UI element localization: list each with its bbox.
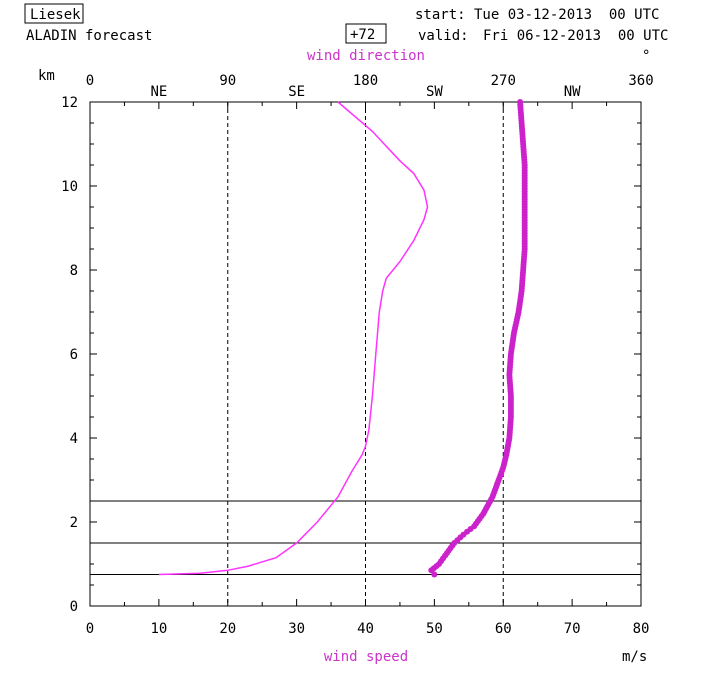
- y-tick-label: 6: [70, 347, 78, 363]
- x-tick-label: 70: [564, 621, 581, 637]
- compass-label-sw: SW: [426, 84, 443, 100]
- x-tick-label: 30: [288, 621, 305, 637]
- top-tick-label: 90: [219, 73, 236, 89]
- x-axis-speed: 0 10 20 30 40 50 60 70 80: [86, 599, 650, 637]
- compass-label-ne: NE: [150, 84, 167, 100]
- compass-label-nw: NW: [564, 84, 581, 100]
- y-axis-unit: km: [38, 68, 55, 84]
- direction-point: [517, 99, 524, 105]
- x-tick-label: 50: [426, 621, 443, 637]
- y-tick-label: 10: [61, 179, 78, 195]
- x-tick-label: 10: [150, 621, 167, 637]
- top-tick-label: 180: [353, 73, 378, 89]
- y-tick-label: 2: [70, 515, 78, 531]
- valid-value: Fri 06-12-2013 00 UTC: [483, 28, 668, 44]
- start-value: Tue 03-12-2013 00 UTC: [474, 7, 659, 23]
- direction-point: [431, 571, 438, 578]
- direction-series: [428, 99, 528, 578]
- y-axis: 0 2 4 6 8 10 12: [61, 95, 641, 615]
- compass-label-se: SE: [288, 84, 305, 100]
- x-tick-label: 20: [219, 621, 236, 637]
- top-tick-label: 360: [628, 73, 653, 89]
- station-box: [24, 3, 84, 24]
- model-title: ALADIN forecast: [26, 28, 152, 44]
- wind-speed-title: wind speed: [324, 649, 408, 665]
- station-name: Liesek: [30, 7, 81, 23]
- y-tick-label: 4: [70, 431, 78, 447]
- y-tick-label: 8: [70, 263, 78, 279]
- wind-direction-title: wind direction: [307, 48, 425, 64]
- x-tick-label: 40: [357, 621, 374, 637]
- start-label: start:: [415, 7, 466, 23]
- top-tick-label: 0: [86, 73, 94, 89]
- lead-time: +72: [350, 27, 375, 43]
- x-tick-label: 0: [86, 621, 94, 637]
- reference-lines: [227, 102, 504, 606]
- x-tick-label: 80: [633, 621, 650, 637]
- lead-time-box: [345, 23, 387, 44]
- y-tick-label: 12: [61, 95, 78, 111]
- x-tick-label: 60: [495, 621, 512, 637]
- y-tick-label: 0: [70, 599, 78, 615]
- speed-series-line: [158, 101, 429, 576]
- speed-unit: m/s: [622, 649, 647, 665]
- top-tick-label: 270: [491, 73, 516, 89]
- valid-label: valid:: [418, 28, 469, 44]
- x-axis-direction: 0 90 180 270 360 NE SE SW NW: [86, 73, 654, 109]
- degree-unit: °: [642, 48, 650, 64]
